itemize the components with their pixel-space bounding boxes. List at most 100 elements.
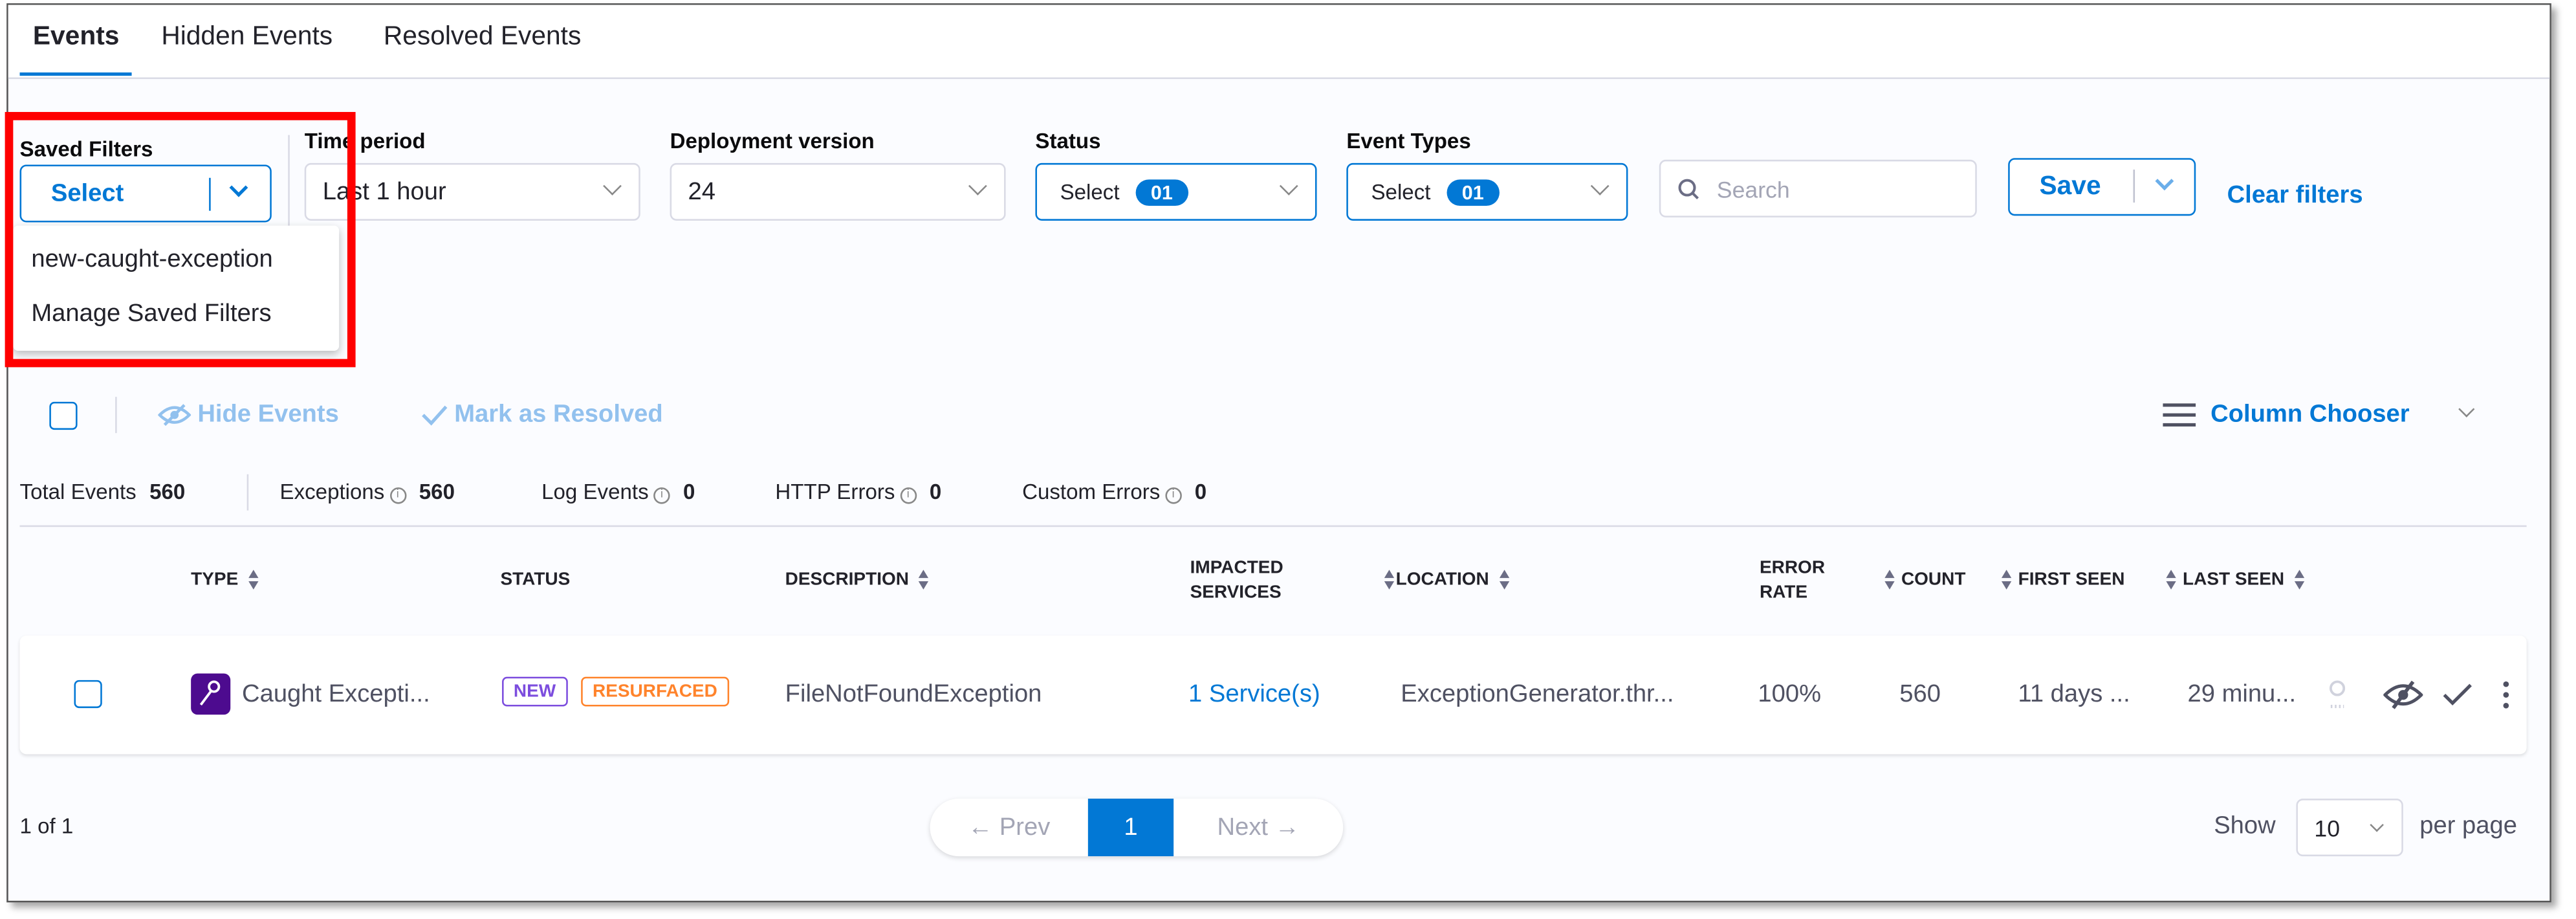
per-page-select[interactable]: 10 xyxy=(2296,799,2403,857)
time-period-select[interactable]: Last 1 hour xyxy=(304,162,640,221)
divider xyxy=(2133,170,2135,203)
active-tab-indicator xyxy=(19,72,132,76)
header-label: DESCRIPTION xyxy=(785,570,909,590)
more-options-icon[interactable] xyxy=(2502,680,2510,718)
stat-label: Total Events xyxy=(19,479,136,504)
custom-errors-stat: Custom Errors i 0 xyxy=(1022,479,1206,504)
row-error-rate: 100% xyxy=(1758,680,1822,709)
stat-value: 0 xyxy=(1194,479,1207,504)
status-badge-new: NEW xyxy=(502,676,567,707)
sort-icon[interactable] xyxy=(2294,570,2306,590)
caught-exception-icon xyxy=(191,673,231,715)
save-label: Save xyxy=(2039,172,2101,201)
chevron-down-icon xyxy=(603,177,622,195)
saved-filters-select[interactable]: Select xyxy=(19,164,272,223)
column-header-first-seen[interactable]: FIRST SEEN xyxy=(2001,568,2125,593)
stat-label: Log Events xyxy=(541,479,649,504)
page-1-button[interactable]: 1 xyxy=(1087,799,1174,857)
menu-item-manage-saved-filters[interactable]: Manage Saved Filters xyxy=(31,300,272,328)
row-checkbox[interactable] xyxy=(74,680,102,709)
event-types-value: Select xyxy=(1371,179,1431,205)
tab-hidden-events[interactable]: Hidden Events xyxy=(161,23,333,51)
column-header-count[interactable]: COUNT xyxy=(1884,568,1965,593)
deployment-version-select[interactable]: 24 xyxy=(670,162,1006,221)
row-description[interactable]: FileNotFoundException xyxy=(785,680,1042,709)
search-input[interactable]: Search xyxy=(1659,159,1977,217)
tab-resolved-events[interactable]: Resolved Events xyxy=(383,23,582,51)
column-header-description[interactable]: DESCRIPTION xyxy=(785,568,931,593)
stat-value: 560 xyxy=(149,479,186,504)
hide-event-icon[interactable] xyxy=(2383,680,2424,718)
total-events-stat: Total Events 560 xyxy=(20,479,186,504)
row-type: Caught Excepti... xyxy=(242,680,430,709)
saved-filters-label: Saved Filters xyxy=(19,137,153,162)
info-icon[interactable]: i xyxy=(653,487,670,504)
tab-events[interactable]: Events xyxy=(32,23,120,51)
ticket-icon[interactable] xyxy=(2328,680,2348,718)
sort-icon[interactable] xyxy=(248,570,260,590)
save-button[interactable]: Save xyxy=(2008,158,2196,216)
log-events-stat: Log Events i 0 xyxy=(541,479,695,504)
page-summary: 1 of 1 xyxy=(19,813,74,839)
per-page-label: per page xyxy=(2419,812,2517,840)
per-page-value: 10 xyxy=(2314,814,2341,841)
mark-resolved-button[interactable]: Mark as Resolved xyxy=(421,400,663,428)
divider xyxy=(246,474,249,511)
check-icon xyxy=(422,404,448,425)
hide-events-button[interactable]: Hide Events xyxy=(158,400,339,428)
row-impacted-services-link[interactable]: 1 Service(s) xyxy=(1188,680,1320,709)
resolve-check-icon[interactable] xyxy=(2441,681,2474,716)
header-label: ERROR xyxy=(1759,558,1826,579)
status-select[interactable]: Select 01 xyxy=(1035,162,1317,221)
eye-slash-icon xyxy=(158,403,191,425)
status-count-badge: 01 xyxy=(1135,179,1188,205)
sort-icon[interactable] xyxy=(1499,570,1511,590)
chevron-down-icon[interactable] xyxy=(2155,172,2174,191)
saved-filters-menu: new-caught-exception Manage Saved Filter… xyxy=(13,225,340,351)
chevron-down-icon xyxy=(1590,177,1610,195)
select-all-checkbox[interactable] xyxy=(49,401,78,430)
chevron-down-icon xyxy=(968,177,987,195)
prev-button[interactable]: ← Prev xyxy=(968,813,1051,842)
info-icon[interactable]: i xyxy=(389,487,406,504)
sort-icon[interactable] xyxy=(1884,570,1896,590)
info-icon[interactable]: i xyxy=(900,487,917,504)
table-row[interactable] xyxy=(19,636,2527,755)
header-label: COUNT xyxy=(1901,570,1966,590)
header-label: LOCATION xyxy=(1395,570,1489,590)
next-button[interactable]: Next → xyxy=(1217,813,1300,842)
search-icon xyxy=(1678,178,1699,199)
header-label: IMPACTED xyxy=(1190,558,1283,579)
header-label: TYPE xyxy=(191,570,239,590)
show-label: Show xyxy=(2214,812,2276,840)
menu-item-new-caught-exception[interactable]: new-caught-exception xyxy=(31,245,273,274)
info-icon[interactable]: i xyxy=(1164,487,1182,504)
status-label: Status xyxy=(1035,128,1101,153)
column-header-location[interactable]: LOCATION xyxy=(1384,568,1511,593)
stat-label: HTTP Errors xyxy=(775,479,895,504)
sort-icon[interactable] xyxy=(2166,570,2178,590)
highlight-box xyxy=(5,112,356,368)
sort-icon[interactable] xyxy=(919,570,931,590)
event-types-select[interactable]: Select 01 xyxy=(1346,162,1628,221)
chevron-down-icon xyxy=(1279,177,1298,195)
sort-icon[interactable] xyxy=(2001,570,2013,590)
column-header-type[interactable]: TYPE xyxy=(191,568,260,593)
time-period-value: Last 1 hour xyxy=(322,177,446,206)
header-label: FIRST SEEN xyxy=(2018,570,2125,590)
deployment-version-label: Deployment version xyxy=(670,128,875,153)
clear-filters-link[interactable]: Clear filters xyxy=(2227,181,2363,210)
sort-icon[interactable] xyxy=(1384,570,1396,590)
header-label: LAST SEEN xyxy=(2183,570,2285,590)
tab-bar xyxy=(8,5,2550,80)
row-location: ExceptionGenerator.thr... xyxy=(1401,680,1674,709)
column-chooser-button[interactable]: Column Chooser xyxy=(2163,400,2410,428)
column-header-error-rate: ERROR RATE xyxy=(1760,557,1825,606)
column-header-last-seen[interactable]: LAST SEEN xyxy=(2166,568,2306,593)
status-value: Select xyxy=(1060,179,1120,205)
header-label: RATE xyxy=(1759,582,1808,603)
event-types-count-badge: 01 xyxy=(1446,179,1499,205)
divider xyxy=(19,525,2527,527)
search-placeholder: Search xyxy=(1716,175,1790,202)
